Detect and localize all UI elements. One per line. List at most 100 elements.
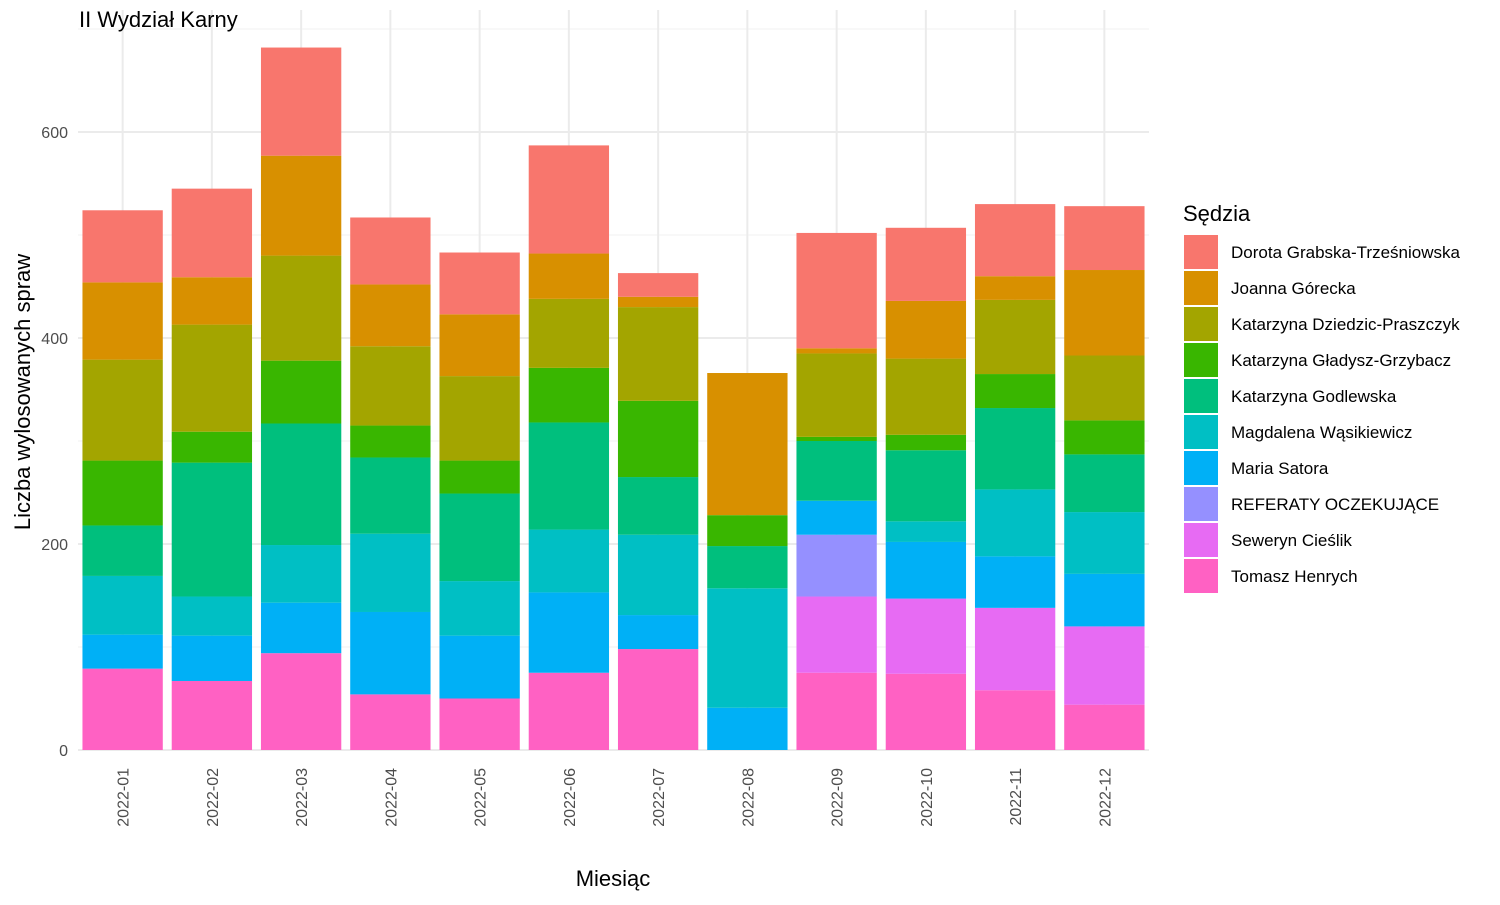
legend-label: Katarzyna Godlewska [1231,387,1397,406]
bar-segment [528,672,610,750]
bar-segment [528,145,610,254]
x-tick-label: 2022-06 [562,768,579,827]
bar-segment [439,493,520,582]
bar-segment [1064,206,1145,271]
bar-segment [617,273,699,297]
legend-swatch [1184,271,1218,305]
legend-label: Joanna Górecka [1231,279,1356,298]
bar-segment [528,529,610,593]
bar-segment [974,408,1056,490]
bar-segment [1064,270,1145,356]
bar-segment [350,611,431,695]
bar-segment [260,255,342,361]
legend-label: Magdalena Wąsikiewicz [1231,423,1412,442]
bar-segment [707,515,788,547]
bar-segment [617,400,699,478]
legend-swatch [1184,415,1218,449]
legend-swatch [1184,559,1218,593]
x-tick-label: 2022-05 [473,768,490,827]
bar-segment [707,373,788,516]
bar-segment [260,360,342,424]
bar-segment [707,588,788,708]
y-tick-label: 200 [41,537,68,554]
y-tick-label: 600 [41,125,68,142]
x-tick-label: 2022-04 [383,768,400,827]
bar-segment [796,232,877,349]
bar-segment [1064,512,1145,574]
bar-segment [974,607,1056,691]
bar-segment [885,598,967,674]
legend-swatch [1184,343,1218,377]
legend-label: Katarzyna Dziedzic-Praszczyk [1231,315,1460,334]
bar-segment [350,284,431,347]
bar-segment [796,500,877,535]
bar-segment [974,204,1056,277]
x-tick-label: 2022-07 [651,768,668,827]
bar-segment [1064,355,1145,421]
bar-segment [796,534,877,597]
bar-segment [82,525,163,576]
x-axis-title: Miesiąc [576,866,651,891]
axis-layer: 0 200 400 600 2022-01 2022-02 2022-03 2022-04 20… [41,125,1114,827]
bar-segment [350,533,431,612]
x-tick-label: 2022-09 [830,768,847,827]
bar-segment [796,596,877,673]
x-tick-label: 2022-12 [1097,768,1114,827]
legend-title: Sędzia [1183,201,1251,226]
legend-label: Katarzyna Gładysz-Grzybacz [1231,351,1451,370]
bar-segment [974,276,1056,300]
bar-segment [617,307,699,401]
bar-segment [171,462,253,597]
bar-segment [171,324,253,432]
bar-segment [796,441,877,501]
bar-segment [707,707,788,750]
bar-segment [82,210,163,283]
legend-swatch [1184,451,1218,485]
bar-segment [796,353,877,437]
x-tick-label: 2022-02 [205,768,222,827]
bar-segment [260,602,342,654]
bar-segment [439,252,520,315]
legend-swatch [1184,379,1218,413]
bar-segment [528,253,610,299]
bar-segment [171,680,253,750]
bar-segment [82,634,163,669]
bar-segment [796,348,877,354]
bars-layer [82,47,1145,750]
bar-segment [974,556,1056,608]
legend-items: Dorota Grabska-Trześniowska Joanna Góreck… [1184,235,1460,593]
bar-segment [885,450,967,522]
y-tick-label: 400 [41,331,68,348]
x-tick-label: 2022-01 [116,768,133,827]
bar-segment [171,431,253,463]
bar-segment [528,592,610,673]
legend-label: Tomasz Henrych [1231,567,1358,586]
y-axis-title: Liczba wylosowanych spraw [10,254,35,530]
bar-segment [974,374,1056,409]
bar-segment [1064,573,1145,627]
legend-swatch [1184,487,1218,521]
bar-segment [350,457,431,534]
bar-segment [528,422,610,530]
legend-swatch [1184,523,1218,557]
bar-segment [82,668,163,750]
bar-segment [617,649,699,750]
bar-segment [82,359,163,461]
bar-segment [885,300,967,359]
legend-label: REFERATY OCZEKUJĄCE [1231,495,1439,514]
bar-segment [439,460,520,494]
bar-segment [1064,454,1145,513]
bar-segment [617,534,699,616]
chart-title: II Wydział Karny [79,7,238,32]
bar-segment [885,434,967,451]
bar-segment [1064,704,1145,750]
bar-segment [260,155,342,256]
bar-segment [439,376,520,461]
legend-swatch [1184,235,1218,269]
bar-segment [171,277,253,325]
bar-segment [617,296,699,308]
bar-segment [350,425,431,458]
x-tick-label: 2022-08 [740,768,757,827]
bar-segment [82,282,163,360]
legend-label: Seweryn Cieślik [1231,531,1352,550]
